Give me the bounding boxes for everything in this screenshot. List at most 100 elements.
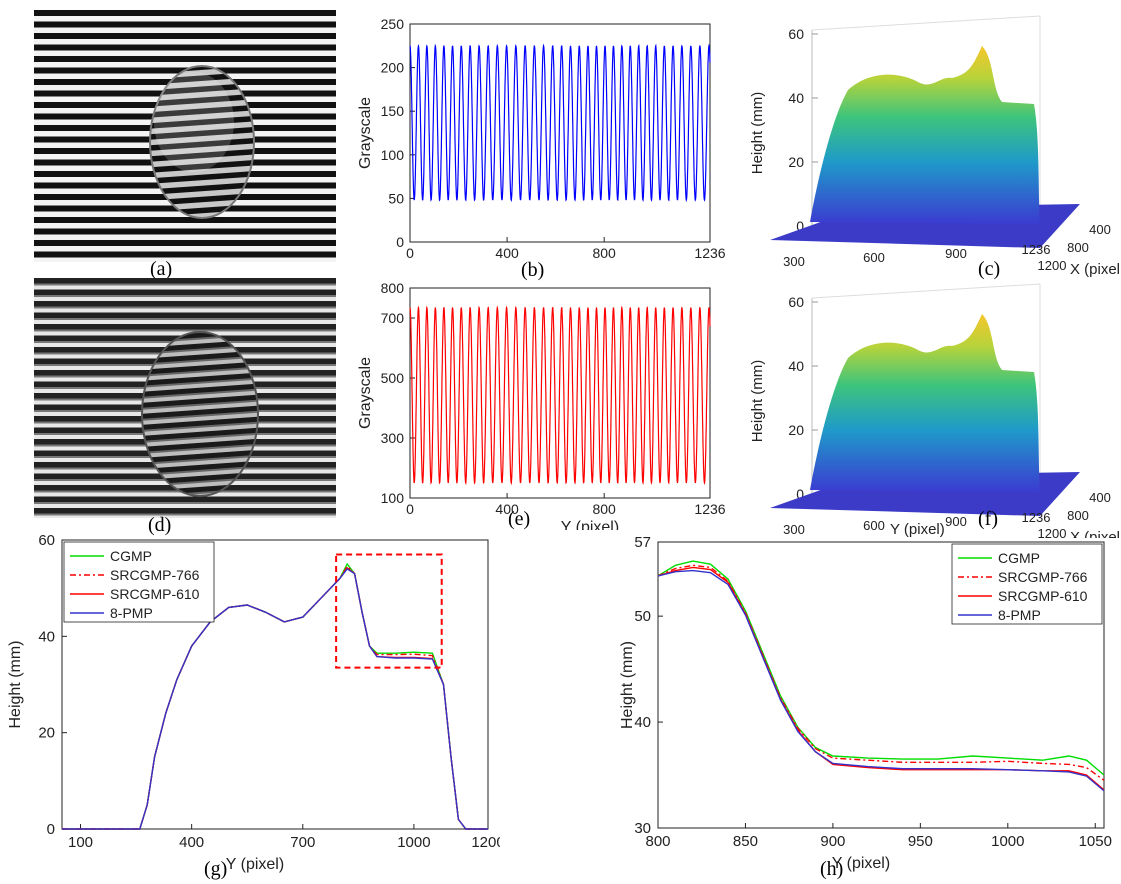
- label-d: (d): [148, 514, 172, 536]
- y-tick-label: 200: [381, 60, 405, 76]
- y-tick-label: 50: [388, 190, 404, 206]
- z-tick-label: 60: [788, 294, 804, 310]
- x-tick-label: 800: [1067, 240, 1089, 255]
- label-f: (f): [978, 508, 998, 530]
- x-axis-label: X (pixel): [1070, 261, 1120, 278]
- surface-body: [810, 46, 1040, 224]
- surface-plot-c: 0 20 40 60 Height (mm) 300 600 900 1236 400800120…: [749, 15, 1120, 278]
- x-tick-label: 950: [908, 833, 933, 850]
- label-c: (c): [978, 258, 1001, 280]
- x-tick-label: 800: [645, 833, 670, 850]
- x-tick-label: 1236: [694, 501, 725, 517]
- y-tick-label: 300: [783, 254, 805, 269]
- y-tick-label: 0: [396, 234, 404, 250]
- x-tick-label: 1000: [991, 833, 1024, 850]
- legend-label: SRCGMP-610: [998, 588, 1088, 604]
- x-tick-label: 400: [495, 245, 519, 261]
- z-tick-label: 0: [796, 486, 804, 502]
- z-tick-label: 60: [788, 26, 804, 42]
- y-tick-label: 60: [38, 532, 55, 549]
- y-tick-label: 300: [783, 522, 805, 537]
- x-axis-label: X (pixel): [1070, 529, 1120, 538]
- y-tick-label: 0: [47, 821, 55, 838]
- x-tick-label: 850: [733, 833, 758, 850]
- fringe-image-a: [34, 10, 336, 262]
- y-tick-label: 20: [38, 725, 55, 742]
- x-tick-label: 1200: [1038, 258, 1067, 273]
- zoom-region-box: [335, 553, 443, 669]
- x-tick-label: 1200: [471, 834, 500, 851]
- legend-label: 8-PMP: [998, 607, 1041, 623]
- y-tick-label: 100: [381, 490, 405, 506]
- x-tick-label: 1000: [397, 834, 430, 851]
- y-tick-label: 800: [381, 280, 405, 296]
- y-axis-label: Grayscale: [357, 97, 374, 169]
- y-tick-label: 300: [381, 430, 405, 446]
- label-g: (g): [204, 858, 228, 880]
- y-axis-label: Grayscale: [357, 357, 374, 429]
- legend-label: 8-PMP: [110, 605, 153, 621]
- series-line-cgmp: [657, 560, 1105, 776]
- grayscale-series-line: [409, 43, 711, 203]
- y-tick-label: 150: [381, 103, 405, 119]
- series-line-srcgmp-766: [657, 564, 1105, 781]
- y-tick-label: 30: [634, 820, 651, 837]
- label-h: (h): [820, 858, 844, 880]
- z-tick-label: 40: [788, 90, 804, 106]
- x-tick-label: 0: [406, 245, 414, 261]
- x-tick-label: 0: [406, 501, 414, 517]
- legend-label: SRCGMP-610: [110, 586, 200, 602]
- y-tick-label: 40: [38, 628, 55, 645]
- y-tick-label: 700: [381, 310, 405, 326]
- height-profile-plot-g: 100 400 700 1000 1200 0 20 40 60 Height (mm) Y (pi…: [7, 532, 500, 873]
- y-tick-label: 57: [634, 534, 651, 551]
- y-tick-label: 900: [945, 246, 967, 261]
- z-tick-label: 20: [788, 422, 804, 438]
- z-axis-label: Height (mm): [749, 360, 766, 443]
- x-tick-label: 1236: [694, 245, 725, 261]
- x-tick-label: 400: [1089, 222, 1111, 237]
- x-axis-label: Y (pixel): [226, 856, 284, 873]
- legend-label: CGMP: [998, 550, 1040, 566]
- x-axis-label: Y (pixel): [561, 519, 619, 530]
- x-tick-label: 900: [820, 833, 845, 850]
- series-line-8-pmp: [62, 567, 488, 830]
- z-tick-label: 40: [788, 358, 804, 374]
- y-axis-label: Height (mm): [7, 640, 24, 728]
- surface-body: [810, 314, 1040, 492]
- y-tick-label: 50: [634, 608, 651, 625]
- y-tick-label: 1236: [1022, 510, 1051, 525]
- surface-plot-f: 0 20 40 60 Height (mm) 300 600 900 1236 400800120…: [749, 283, 1120, 538]
- x-tick-label: 400: [179, 834, 204, 851]
- x-tick-label: 1050: [1079, 833, 1112, 850]
- x-tick-label: 800: [592, 245, 616, 261]
- y-tick-label: 900: [945, 514, 967, 529]
- legend-label: CGMP: [110, 548, 152, 564]
- grayscale-series-line: [409, 305, 711, 486]
- label-e: (e): [508, 508, 531, 530]
- grayscale-plot-e: 0 400 800 1236 100 300 500 700 800 Grayscale Y (pi…: [357, 280, 726, 530]
- x-tick-label: 1200: [1038, 526, 1067, 538]
- y-axis-label: Height (mm): [619, 641, 636, 729]
- z-axis-label: Height (mm): [749, 92, 766, 175]
- x-tick-label: 400: [1089, 490, 1111, 505]
- fringe-image-d: [34, 278, 336, 518]
- x-tick-label: 800: [1067, 508, 1089, 523]
- y-tick-label: 1236: [1022, 242, 1051, 257]
- label-a: (a): [150, 258, 173, 280]
- height-profile-plot-h: 800 850 900 950 1000 1050 30 40 50 57 Height (mm) Y…: [619, 534, 1112, 872]
- x-tick-label: 400: [495, 501, 519, 517]
- legend-label: SRCGMP-766: [998, 569, 1088, 585]
- y-tick-label: 100: [381, 147, 405, 163]
- x-axis-label: Y (pixel): [832, 855, 890, 872]
- label-b: (b): [521, 259, 545, 281]
- legend-label: SRCGMP-766: [110, 567, 200, 583]
- x-tick-label: 700: [290, 834, 315, 851]
- grayscale-plot-b: 0 400 800 1236 0 50 100 150 200 250 Grayscale: [357, 16, 726, 261]
- z-tick-label: 20: [788, 154, 804, 170]
- y-tick-label: 600: [863, 250, 885, 265]
- y-tick-label: 40: [634, 714, 651, 731]
- x-tick-label: 100: [68, 834, 93, 851]
- z-tick-label: 0: [796, 218, 804, 234]
- x-tick-label: 800: [592, 501, 616, 517]
